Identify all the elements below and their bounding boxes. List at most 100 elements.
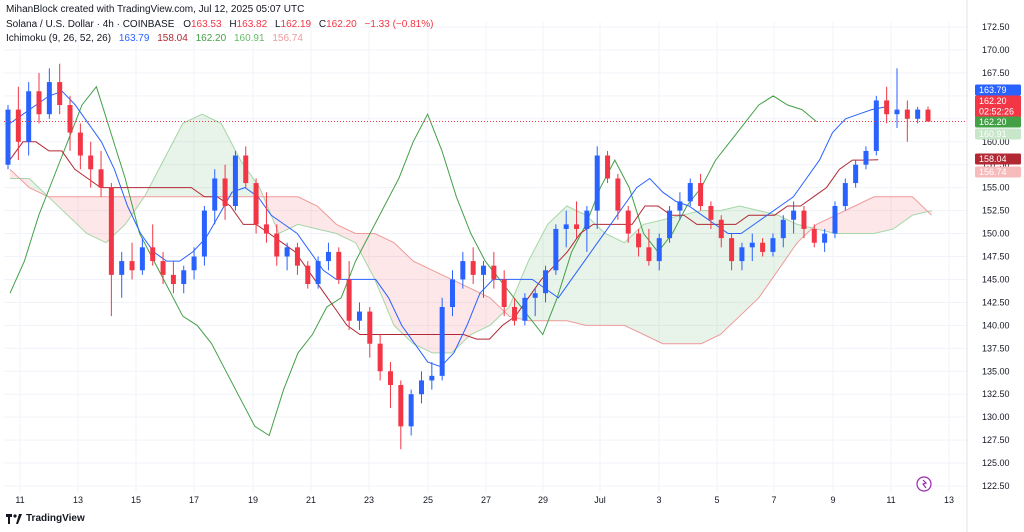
candle[interactable] <box>656 233 662 271</box>
candle[interactable] <box>749 233 755 262</box>
symbol-title[interactable]: Solana / U.S. Dollar · 4h · COINBASE <box>6 19 175 30</box>
candle[interactable] <box>832 201 838 239</box>
candle[interactable] <box>460 251 466 289</box>
candle[interactable] <box>894 68 900 128</box>
candle[interactable] <box>718 215 724 248</box>
candle[interactable] <box>481 261 487 298</box>
candle[interactable] <box>212 169 218 225</box>
candle[interactable] <box>98 150 104 197</box>
candle[interactable] <box>543 265 549 303</box>
candle[interactable] <box>925 106 931 122</box>
candle[interactable] <box>522 293 528 326</box>
candle[interactable] <box>315 256 321 289</box>
candle[interactable] <box>512 297 518 326</box>
candle[interactable] <box>346 261 352 330</box>
candle[interactable] <box>356 302 362 330</box>
candle[interactable] <box>677 192 683 220</box>
candle[interactable] <box>863 146 869 170</box>
candle[interactable] <box>398 380 404 450</box>
candle[interactable] <box>150 224 156 266</box>
candle[interactable] <box>729 233 735 271</box>
candlestick-series[interactable] <box>5 63 931 450</box>
candle[interactable] <box>791 201 797 234</box>
candle[interactable] <box>294 242 300 275</box>
candle[interactable] <box>873 95 879 156</box>
candle[interactable] <box>88 141 94 188</box>
replay-icon[interactable] <box>916 476 932 492</box>
candle[interactable] <box>67 95 73 151</box>
candle[interactable] <box>625 206 631 243</box>
candle[interactable] <box>615 173 621 220</box>
candle[interactable] <box>418 371 424 404</box>
span-a-line <box>10 113 932 354</box>
candle[interactable] <box>15 86 21 161</box>
candle[interactable] <box>129 242 135 280</box>
candle[interactable] <box>439 297 445 381</box>
candle[interactable] <box>853 160 859 188</box>
candle[interactable] <box>801 206 807 239</box>
candle[interactable] <box>274 224 280 266</box>
candle[interactable] <box>119 251 125 298</box>
candle[interactable] <box>139 238 145 275</box>
candle[interactable] <box>284 242 290 271</box>
candle[interactable] <box>160 251 166 285</box>
candle[interactable] <box>77 123 83 170</box>
candle[interactable] <box>584 206 590 252</box>
candle[interactable] <box>842 178 848 211</box>
candle[interactable] <box>811 224 817 248</box>
candle[interactable] <box>232 150 238 211</box>
candle[interactable] <box>687 178 693 207</box>
candle[interactable] <box>563 210 569 248</box>
candle[interactable] <box>822 228 828 252</box>
candle[interactable] <box>491 251 497 289</box>
candle[interactable] <box>708 201 714 229</box>
candle[interactable] <box>574 201 580 239</box>
candle[interactable] <box>108 183 114 317</box>
candle[interactable] <box>26 82 32 156</box>
candle[interactable] <box>408 389 414 436</box>
candle[interactable] <box>263 192 269 243</box>
candle[interactable] <box>191 247 197 280</box>
candle[interactable] <box>5 105 11 170</box>
indicator-name[interactable]: Ichimoku (9, 26, 52, 26) <box>6 33 112 44</box>
candle[interactable] <box>594 146 600 229</box>
candle[interactable] <box>377 334 383 381</box>
candle[interactable] <box>915 106 921 124</box>
candle[interactable] <box>646 228 652 266</box>
candle[interactable] <box>387 362 393 408</box>
candle[interactable] <box>636 228 642 257</box>
candle[interactable] <box>884 86 890 124</box>
candle[interactable] <box>770 233 776 257</box>
candle[interactable] <box>170 261 176 294</box>
candle[interactable] <box>243 146 249 188</box>
candle[interactable] <box>325 242 331 271</box>
candle[interactable] <box>553 224 559 275</box>
candle[interactable] <box>181 265 187 294</box>
candle[interactable] <box>336 247 342 285</box>
candle[interactable] <box>470 247 476 285</box>
time-axis[interactable]: 11 13 15 17 19 21 23 25 27 29 Jul 3 5 7 9 11 13 <box>15 495 954 505</box>
candle[interactable] <box>780 215 786 248</box>
candle[interactable] <box>57 63 63 115</box>
candle[interactable] <box>501 270 507 317</box>
tradingview-footer[interactable]: TradingView <box>6 513 85 524</box>
candle[interactable] <box>253 178 259 234</box>
candle[interactable] <box>605 150 611 184</box>
candle[interactable] <box>201 206 207 266</box>
candle[interactable] <box>36 72 42 124</box>
candle[interactable] <box>46 68 52 119</box>
price-axis[interactable]: 172.50170.00167.50165.00162.50160.00157.… <box>966 0 1010 532</box>
symbol-legend[interactable]: Solana / U.S. Dollar · 4h · COINBASE O16… <box>6 19 433 30</box>
candle[interactable] <box>367 306 373 358</box>
candle[interactable] <box>667 206 673 243</box>
indicator-legend[interactable]: Ichimoku (9, 26, 52, 26) 163.79 158.04 1… <box>6 33 308 44</box>
candle[interactable] <box>739 242 745 271</box>
candle[interactable] <box>429 362 435 390</box>
candle[interactable] <box>222 164 228 220</box>
candle[interactable] <box>698 173 704 211</box>
candle[interactable] <box>305 261 311 289</box>
candle[interactable] <box>532 288 538 317</box>
candle[interactable] <box>449 270 455 317</box>
candle[interactable] <box>760 238 766 257</box>
